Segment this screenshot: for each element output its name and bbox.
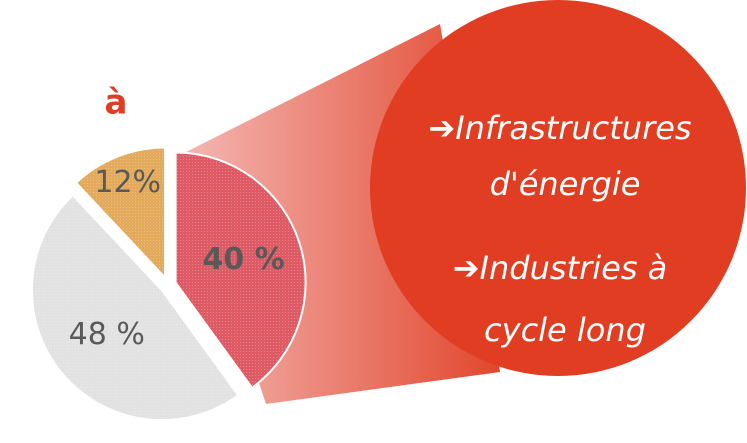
callout-text: d'énergie: [490, 165, 641, 203]
data-label: 48 %: [69, 317, 145, 352]
callout-text: ➔Industries à: [453, 249, 668, 287]
chart-title: à: [105, 83, 128, 123]
slice-texture: [175, 152, 306, 388]
callout-text: cycle long: [484, 311, 646, 349]
slice-texture: [31, 195, 239, 421]
callout-circle: [370, 0, 746, 376]
callout-text: ➔Infrastructures: [428, 109, 691, 147]
data-label: 12%: [94, 165, 161, 200]
slice-texture: [76, 147, 166, 278]
data-label: 40 %: [202, 242, 284, 277]
